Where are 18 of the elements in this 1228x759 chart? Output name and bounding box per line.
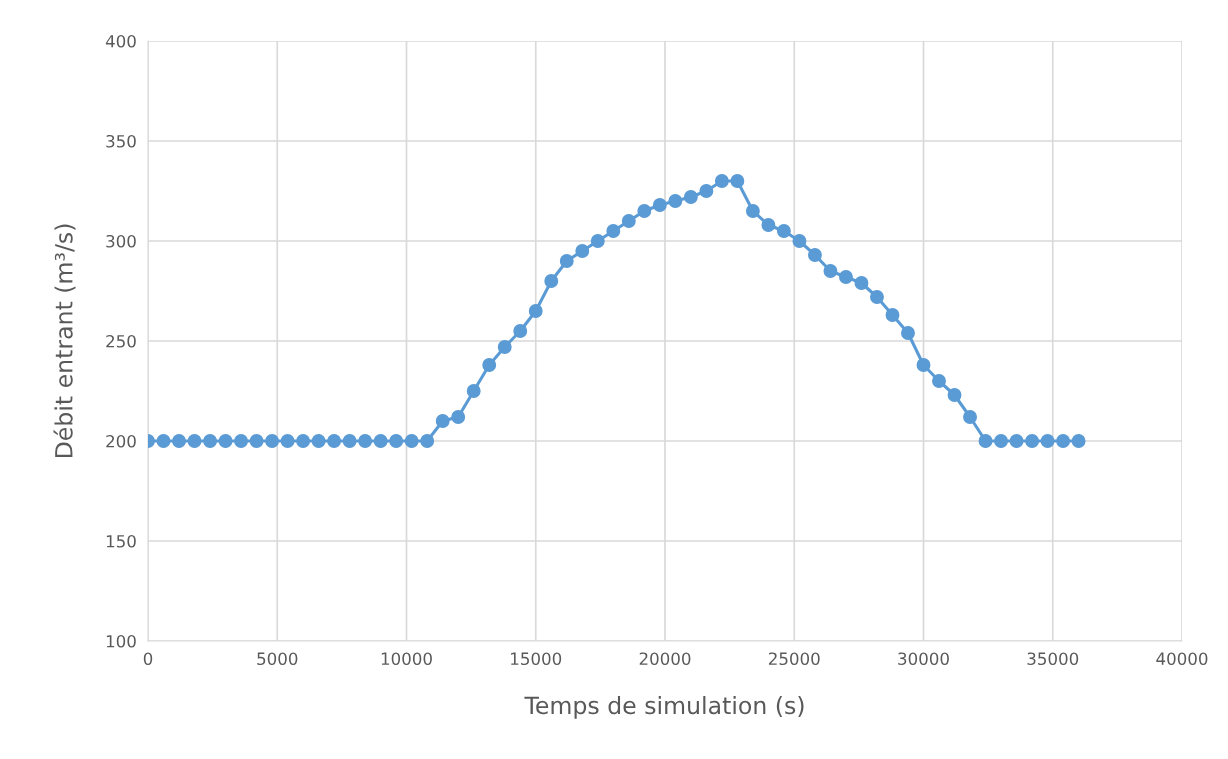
- y-axis-title: Débit entrant (m³/s): [53, 224, 76, 458]
- x-tick-label: 0: [143, 652, 153, 666]
- y-tick-label: 350: [106, 134, 136, 148]
- x-tick-label: 35000: [1027, 652, 1079, 666]
- x-tick-label: 30000: [898, 652, 949, 666]
- x-tick-label: 15000: [511, 652, 562, 666]
- x-tick-label: 20000: [639, 652, 691, 666]
- y-tick-label: 400: [105, 34, 136, 48]
- x-axis-title: Temps de simulation (s): [524, 696, 804, 719]
- y-tick-label: 250: [106, 334, 136, 348]
- x-tick-label: 10000: [381, 652, 432, 666]
- x-tick-label: 5000: [257, 652, 298, 666]
- y-tick-label: 200: [106, 434, 136, 448]
- y-tick-label: 300: [106, 234, 136, 248]
- x-tick-label: 40000: [1156, 652, 1208, 666]
- x-tick-label: 25000: [768, 652, 820, 666]
- y-tick-label: 100: [106, 634, 136, 648]
- y-tick-label: 150: [106, 534, 136, 548]
